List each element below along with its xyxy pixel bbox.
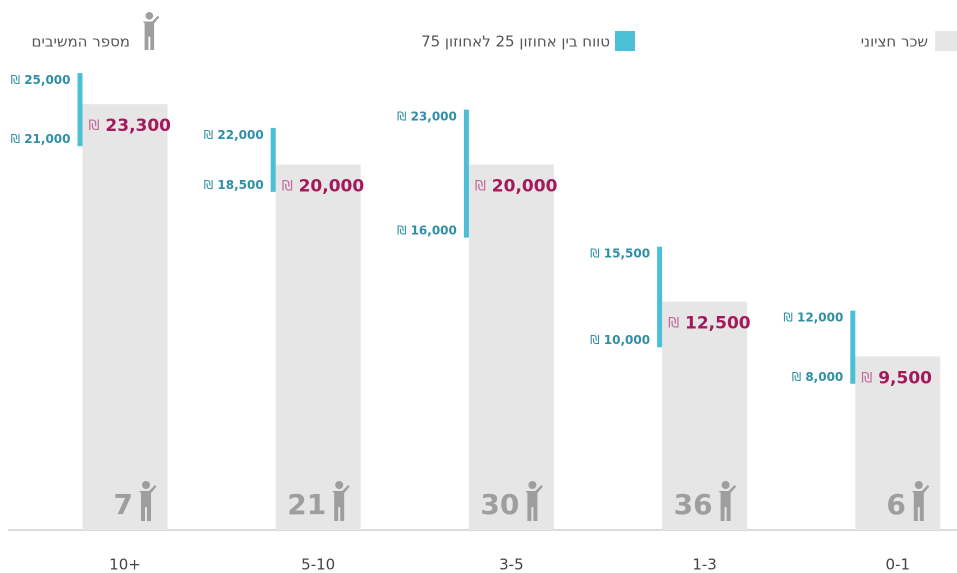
range-value: 18,500 (217, 177, 263, 191)
icon-head (335, 481, 344, 489)
icon-body (718, 485, 737, 521)
icon-body (142, 15, 160, 51)
median-value: 12,500 (685, 314, 751, 334)
x-tick-label: 1-3 (692, 556, 717, 573)
count-label: 6 (886, 488, 905, 521)
person-icon (332, 481, 350, 521)
range-bar (463, 109, 469, 238)
icon-body (525, 485, 543, 521)
median-value: 23,300 (105, 116, 171, 136)
range-value: 12,000 (797, 310, 843, 324)
range-value: 15,500 (604, 246, 650, 260)
median-label: ₪ 9,500 (861, 368, 932, 388)
range-label: ₪ 12,000 (783, 310, 843, 324)
median-bar (275, 164, 361, 530)
currency: ₪ (590, 246, 599, 260)
x-tick-label: 3-5 (499, 556, 524, 573)
median-bar (662, 301, 748, 530)
range-label: ₪ 21,000 (11, 132, 71, 146)
currency: ₪ (89, 118, 100, 134)
currency: ₪ (590, 333, 599, 347)
currency: ₪ (783, 310, 792, 324)
count-label: 30 (480, 488, 519, 521)
median-label: ₪ 12,500 (668, 314, 751, 334)
range-value: 23,000 (411, 109, 457, 123)
range-label: ₪ 16,000 (397, 223, 457, 237)
median-label: ₪ 20,000 (475, 176, 558, 196)
person-icon (142, 12, 160, 51)
legend-swatch-range (615, 31, 635, 51)
currency: ₪ (11, 132, 20, 146)
range-value: 22,000 (217, 127, 263, 141)
icon-head (914, 481, 923, 489)
x-tick-label: 0-1 (886, 556, 911, 573)
x-tick-label: 5-10 (301, 556, 335, 573)
range-bar (270, 127, 276, 192)
range-value: 10,000 (604, 333, 650, 347)
range-value: 25,000 (24, 73, 70, 87)
icon-head (528, 481, 537, 489)
median-value: 9,500 (878, 368, 932, 388)
count-label: 7 (114, 488, 133, 521)
person-icon (911, 481, 930, 521)
median-bar (468, 164, 554, 530)
range-label: ₪ 18,500 (204, 177, 264, 191)
range-value: 8,000 (805, 369, 843, 383)
currency: ₪ (792, 369, 801, 383)
currency: ₪ (397, 109, 406, 123)
currency: ₪ (204, 177, 213, 191)
range-bar (657, 246, 663, 348)
median-label: ₪ 23,300 (89, 116, 172, 136)
range-value: 21,000 (24, 132, 70, 146)
legend-icon (142, 12, 160, 51)
icon-head (721, 481, 730, 489)
range-bar (850, 310, 856, 384)
legend-range: טווח בין אחוזון 25 לאחוזון 75 (421, 33, 610, 51)
median-bar (855, 356, 941, 530)
count-label: 21 (287, 488, 326, 521)
icon-body (911, 485, 930, 521)
range-label: ₪ 23,000 (397, 109, 457, 123)
range-value: 16,000 (411, 223, 457, 237)
currency: ₪ (668, 316, 679, 332)
icon-body (332, 485, 350, 521)
median-label: ₪ 20,000 (282, 176, 365, 196)
median-value: 20,000 (492, 176, 558, 196)
currency: ₪ (861, 370, 872, 386)
legend-median: שכר חציוני (861, 33, 928, 51)
legend-count: מספר המשיבים (32, 33, 130, 51)
legend-swatch-median (935, 31, 957, 51)
range-label: ₪ 10,000 (590, 333, 650, 347)
x-tick-label: 10+ (109, 556, 141, 573)
icon-head (142, 481, 150, 489)
range-bar (77, 73, 83, 147)
currency: ₪ (204, 127, 213, 141)
currency: ₪ (11, 73, 20, 87)
range-label: ₪ 15,500 (590, 246, 650, 260)
currency: ₪ (282, 178, 293, 194)
icon-head (145, 12, 154, 20)
person-icon (525, 481, 543, 521)
range-label: ₪ 8,000 (792, 369, 844, 383)
range-label: ₪ 25,000 (11, 73, 71, 87)
currency: ₪ (397, 223, 406, 237)
person-icon (139, 481, 157, 521)
range-label: ₪ 22,000 (204, 127, 264, 141)
person-icon (718, 481, 737, 521)
median-bar (82, 104, 168, 530)
currency: ₪ (475, 178, 486, 194)
icon-body (139, 485, 157, 521)
count-label: 36 (674, 488, 713, 521)
median-value: 20,000 (299, 176, 365, 196)
